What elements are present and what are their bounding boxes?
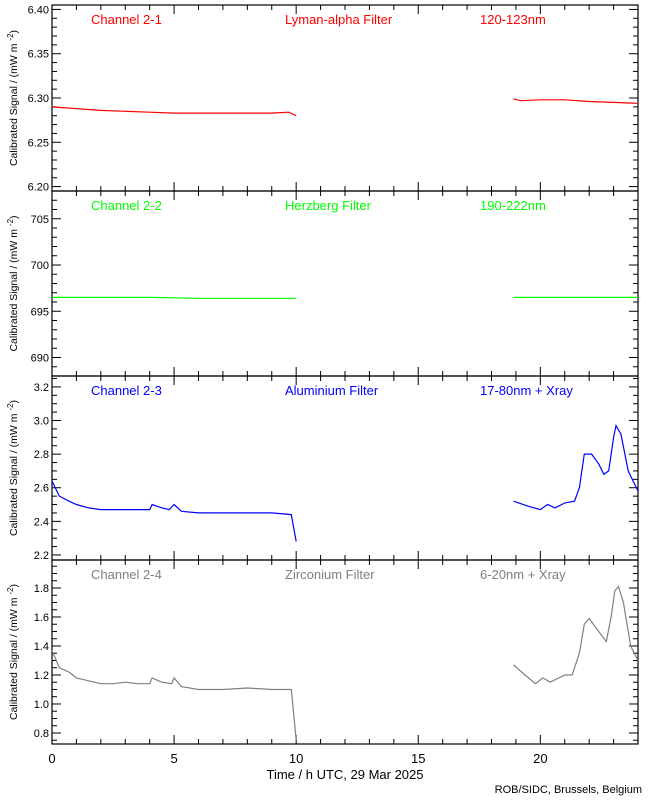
data-series-segment-2	[513, 423, 639, 511]
y-tick-label: 3.2	[34, 382, 49, 394]
y-axis-label: Calibrated Signal / (mW m -2)	[6, 400, 20, 536]
y-axis-label: Calibrated Signal / (mW m -2)	[6, 215, 20, 351]
filter-label: Lyman-alpha Filter	[285, 12, 393, 27]
y-tick-label: 700	[31, 260, 49, 272]
data-series-segment-1	[51, 650, 297, 741]
y-tick-label: 6.40	[28, 4, 49, 16]
filter-label: Aluminium Filter	[285, 383, 379, 398]
y-tick-label: 6.35	[28, 49, 49, 61]
y-tick-label: 1.6	[34, 612, 49, 624]
data-series-segment-2	[513, 585, 639, 685]
panel-frame	[51, 4, 639, 192]
channel-label: Channel 2-4	[91, 567, 162, 582]
filter-label: Zirconium Filter	[285, 567, 375, 582]
filter-label: Herzberg Filter	[285, 198, 372, 213]
panel-2: 690 695 700 705 Calibrated Signal / (mW m -2…	[6, 190, 639, 377]
panel-1: 6.20 6.25 6.30 6.35 6.40 Calibrated Signal / …	[6, 4, 639, 194]
channel-label: Channel 2-2	[91, 198, 162, 213]
data-series-segment-1	[51, 480, 297, 542]
y-tick-label: 1.8	[34, 583, 49, 595]
x-tick-label: 15	[411, 751, 425, 766]
channel-label: Channel 2-1	[91, 12, 162, 27]
x-tick-label: 10	[289, 751, 303, 766]
y-tick-label: 6.20	[28, 182, 49, 194]
panel-3: 2.2 2.4 2.6 2.8 3.0 3.2 Calibrated Signal / (m…	[6, 375, 639, 562]
y-tick-label: 695	[31, 306, 49, 318]
data-series-segment-1	[51, 106, 297, 117]
y-tick-label: 1.4	[34, 641, 49, 653]
y-tick-label: 3.0	[34, 416, 49, 428]
panel-frame	[51, 559, 639, 745]
wavelength-label: 6-20nm + Xray	[480, 567, 566, 582]
data-series-segment-2	[513, 98, 639, 104]
y-axis-label: Calibrated Signal / (mW m -2)	[6, 30, 20, 166]
data-series-segment-1	[52, 296, 297, 299]
panel-frame	[51, 375, 639, 561]
y-tick-label: 0.8	[34, 728, 49, 740]
y-tick-label: 2.4	[34, 516, 49, 528]
x-axis-label: Time / h UTC, 29 Mar 2025	[266, 767, 423, 782]
y-tick-label: 6.30	[28, 93, 49, 105]
panel-frame	[51, 190, 639, 377]
x-tick-label: 20	[533, 751, 547, 766]
y-tick-label: 705	[31, 214, 49, 226]
x-tick-label: 0	[48, 751, 55, 766]
wavelength-label: 120-123nm	[480, 12, 546, 27]
y-tick-label: 1.2	[34, 670, 49, 682]
wavelength-label: 17-80nm + Xray	[480, 383, 573, 398]
panel-4: 0.8 1.0 1.2 1.4 1.6 1.8 Calibrated Signal / (m…	[6, 559, 639, 745]
channel-label: Channel 2-3	[91, 383, 162, 398]
y-tick-label: 6.25	[28, 137, 49, 149]
y-tick-label: 1.0	[34, 699, 49, 711]
y-tick-label: 2.6	[34, 483, 49, 495]
y-tick-label: 690	[31, 353, 49, 365]
y-axis-label: Calibrated Signal / (mW m -2)	[6, 584, 20, 720]
y-tick-label: 2.2	[34, 550, 49, 562]
credit-text: ROB/SIDC, Brussels, Belgium	[495, 784, 642, 796]
y-tick-label: 2.8	[34, 449, 49, 461]
wavelength-label: 190-222nm	[480, 198, 546, 213]
x-tick-label: 5	[170, 751, 177, 766]
